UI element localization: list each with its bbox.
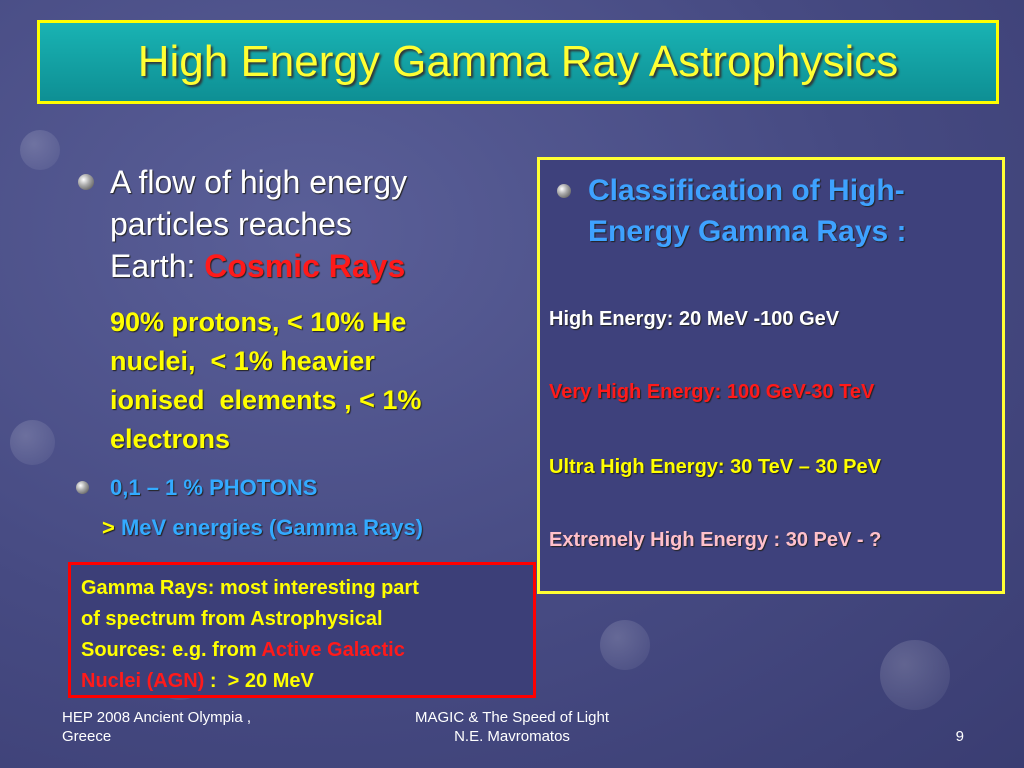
text-line: electrons [110,424,231,454]
bullet [557,184,571,198]
text-line: of spectrum from Astrophysical [81,608,383,630]
text-line: Earth: [110,248,205,284]
highlight: Active Galactic [261,639,405,661]
text-line: Sources: e.g. from [81,639,262,661]
text-line: ionised elements , < 1% [110,385,422,415]
text-line: N.E. Mavromatos [454,728,570,745]
title: High Energy Gamma Ray Astrophysics [137,37,899,86]
text-line: Gamma Rays: most interesting part [81,577,419,599]
note-text: Gamma Rays: most interesting part of spe… [81,573,419,697]
heading: Classification of High- Energy Gamma Ray… [588,170,906,252]
text-line: particles reaches [110,206,352,242]
highlight: Nuclei (AGN) [81,670,205,692]
text-line: 90% protons, < 10% He [110,307,407,337]
item: Ultra High Energy: 30 TeV – 30 PeV [549,456,881,478]
symbol: > [102,515,115,540]
decor [20,130,60,170]
highlight: Cosmic Rays [204,248,406,284]
text-line: Greece [62,728,112,745]
classification-box: Classification of High- Energy Gamma Ray… [537,157,1005,594]
item: Very High Energy: 100 GeV-30 TeV [549,381,875,403]
decor [880,640,950,710]
text: MeV energies (Gamma Rays) [120,515,424,540]
bullet [76,481,89,494]
bullet-text: A flow of high energy particles reaches … [110,161,407,287]
text-line: nuclei, < 1% heavier [110,346,375,376]
decor [10,420,55,465]
text-line: A flow of high energy [110,164,408,200]
item: High Energy: 20 MeV -100 GeV [549,308,840,330]
page-number: 9 [955,728,964,745]
text-line: MAGIC & The Speed of Light [415,709,609,726]
text-line: Energy Gamma Rays : [588,215,907,248]
sub-text: > MeV energies (Gamma Rays) [102,508,423,548]
footer-left: HEP 2008 Ancient Olympia , Greece [62,708,251,746]
text-line: Classification of High- [588,174,905,207]
detail-text: 90% protons, < 10% He nuclei, < 1% heavi… [110,303,421,459]
bullet-text: 0,1 – 1 % PHOTONS [110,475,318,500]
text: : > 20 MeV [204,670,314,692]
footer-center: MAGIC & The Speed of Light N.E. Mavromat… [362,708,662,746]
decor [600,620,650,670]
note-box: Gamma Rays: most interesting part of spe… [68,562,536,698]
title-box: High Energy Gamma Ray Astrophysics [37,20,999,104]
bullet [78,174,94,190]
item: Extremely High Energy : 30 PeV - ? [549,529,882,551]
text-line: HEP 2008 Ancient Olympia , [62,709,251,726]
